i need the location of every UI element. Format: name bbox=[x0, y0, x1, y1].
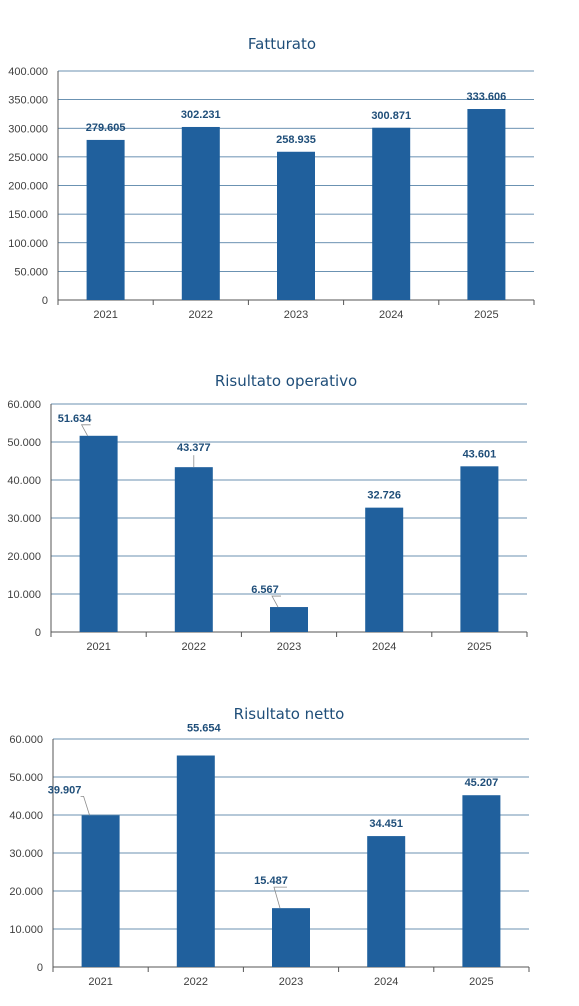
x-tick-label: 2021 bbox=[86, 641, 110, 653]
bar-2025 bbox=[467, 109, 506, 301]
bar-2025 bbox=[462, 795, 501, 967]
x-tick-label: 2023 bbox=[279, 976, 303, 988]
y-tick-label: 40.000 bbox=[7, 475, 41, 487]
data-label: 258.935 bbox=[276, 134, 316, 146]
x-tick-label: 2025 bbox=[474, 309, 498, 321]
bar-2023 bbox=[272, 908, 310, 967]
y-tick-label: 0 bbox=[35, 627, 41, 639]
data-label: 34.451 bbox=[369, 818, 403, 830]
y-tick-label: 200.000 bbox=[8, 181, 48, 193]
chart-title: Fatturato bbox=[248, 35, 316, 53]
y-tick-label: 0 bbox=[37, 962, 43, 974]
x-tick-label: 2022 bbox=[189, 309, 213, 321]
y-tick-label: 250.000 bbox=[8, 152, 48, 164]
y-tick-label: 0 bbox=[42, 295, 48, 307]
bar-2025 bbox=[460, 466, 499, 632]
data-label: 6.567 bbox=[251, 584, 279, 596]
data-label-leader bbox=[271, 595, 281, 608]
data-label: 279.605 bbox=[86, 122, 126, 134]
y-tick-label: 400.000 bbox=[8, 66, 48, 78]
y-tick-label: 10.000 bbox=[9, 924, 43, 936]
y-tick-label: 50.000 bbox=[14, 266, 48, 278]
y-tick-label: 20.000 bbox=[7, 551, 41, 563]
x-tick-label: 2022 bbox=[182, 641, 206, 653]
x-tick-label: 2021 bbox=[88, 976, 112, 988]
x-tick-label: 2023 bbox=[277, 641, 301, 653]
chart-2: Risultato operativo 0 10.000 20.000 30.000 40… bbox=[7, 372, 528, 653]
data-label: 55.654 bbox=[187, 723, 222, 735]
x-tick-label: 2023 bbox=[284, 309, 308, 321]
data-label-leader bbox=[80, 424, 91, 436]
data-label: 43.601 bbox=[463, 448, 497, 460]
data-label: 302.231 bbox=[181, 109, 221, 121]
y-tick-label: 60.000 bbox=[7, 399, 41, 411]
y-tick-label: 100.000 bbox=[8, 238, 48, 250]
y-tick-label: 300.000 bbox=[8, 123, 48, 135]
y-tick-label: 40.000 bbox=[9, 810, 43, 822]
x-tick-label: 2024 bbox=[379, 309, 403, 321]
data-label: 300.871 bbox=[371, 110, 411, 122]
data-label-leader bbox=[273, 886, 287, 909]
x-tick-label: 2021 bbox=[93, 309, 117, 321]
x-tick-label: 2025 bbox=[467, 641, 491, 653]
bar-2022 bbox=[176, 755, 215, 967]
y-tick-label: 10.000 bbox=[7, 589, 41, 601]
x-tick-label: 2025 bbox=[469, 976, 493, 988]
chart-title: Risultato netto bbox=[234, 705, 345, 723]
data-label: 333.606 bbox=[467, 91, 507, 103]
bar-2022 bbox=[174, 467, 213, 632]
chart-title: Risultato operativo bbox=[215, 372, 357, 390]
bar-2021 bbox=[79, 435, 118, 632]
bar-2024 bbox=[367, 836, 406, 967]
data-label: 32.726 bbox=[367, 490, 401, 502]
bar-2024 bbox=[365, 507, 404, 632]
bar-2023 bbox=[270, 607, 308, 632]
x-tick-label: 2024 bbox=[372, 641, 396, 653]
y-tick-label: 50.000 bbox=[7, 437, 41, 449]
x-tick-label: 2024 bbox=[374, 976, 398, 988]
data-label: 45.207 bbox=[465, 777, 499, 789]
bar-2022 bbox=[181, 126, 220, 301]
chart-1: Fatturato 0 50.000 100.000 150.000 200.000 250… bbox=[8, 35, 535, 321]
y-tick-label: 350.000 bbox=[8, 95, 48, 107]
x-tick-label: 2022 bbox=[184, 976, 208, 988]
bar-2021 bbox=[86, 139, 125, 300]
y-tick-label: 30.000 bbox=[9, 848, 43, 860]
y-tick-label: 50.000 bbox=[9, 772, 43, 784]
data-label: 51.634 bbox=[58, 413, 93, 425]
bar-2023 bbox=[277, 151, 315, 300]
data-label: 39.907 bbox=[48, 784, 82, 796]
y-tick-label: 20.000 bbox=[9, 886, 43, 898]
bar-2024 bbox=[372, 127, 411, 301]
y-tick-label: 150.000 bbox=[8, 209, 48, 221]
chart-3: Risultato netto 0 10.000 20.000 30.000 40.000… bbox=[9, 705, 530, 988]
data-label-leader bbox=[80, 795, 90, 816]
y-tick-label: 30.000 bbox=[7, 513, 41, 525]
data-label: 43.377 bbox=[177, 442, 211, 454]
data-label: 15.487 bbox=[254, 875, 288, 887]
y-tick-label: 60.000 bbox=[9, 734, 43, 746]
bar-2021 bbox=[81, 815, 120, 967]
